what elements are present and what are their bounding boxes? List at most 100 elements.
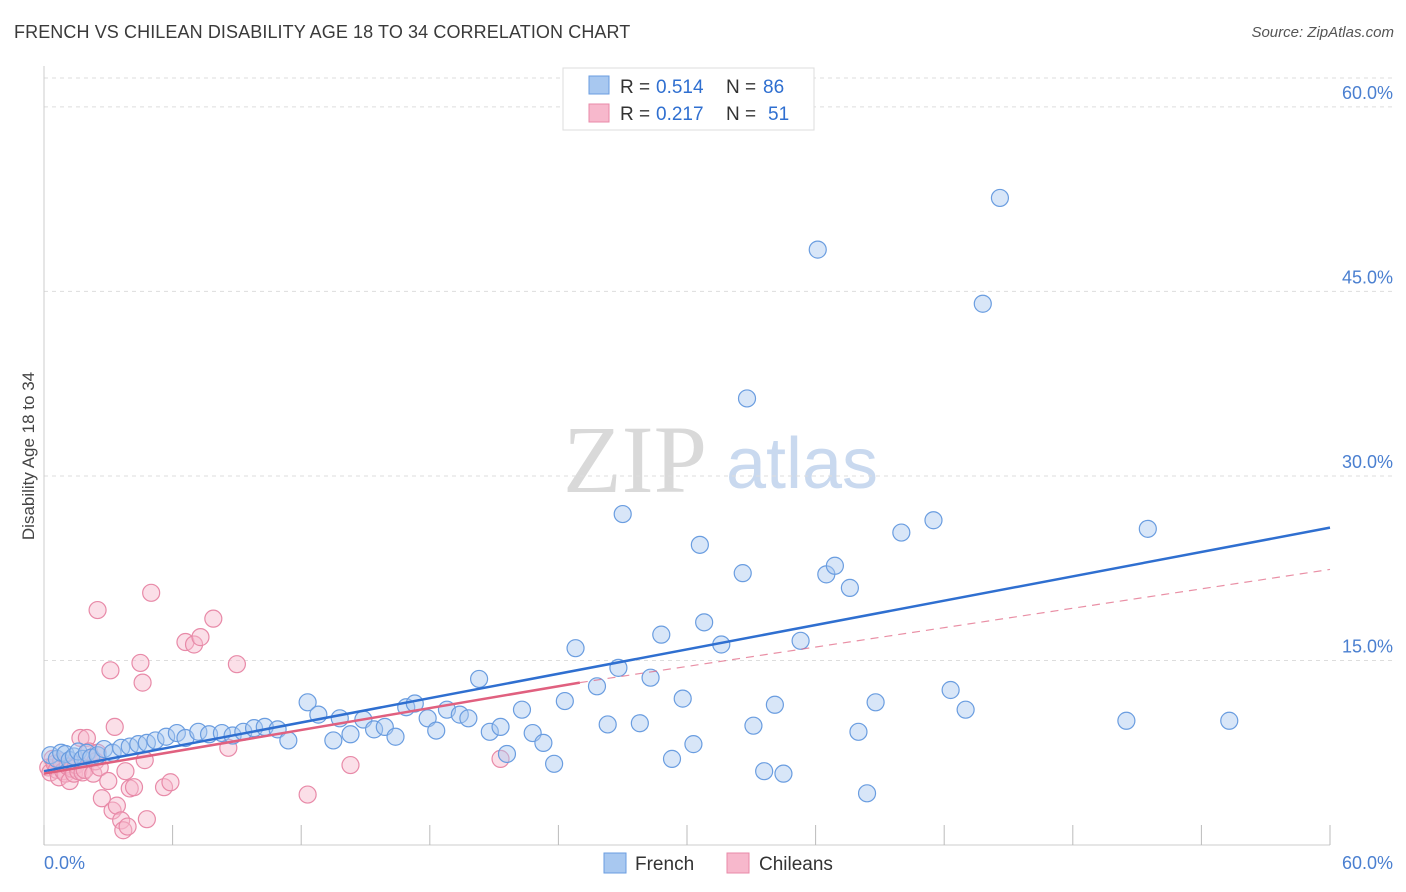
trend-line-chileans-extension — [579, 568, 1331, 684]
french-point — [341, 725, 360, 744]
french-point — [892, 523, 911, 542]
legend-swatch-chileans — [588, 103, 610, 123]
chileans-point — [118, 817, 137, 836]
french-point — [324, 731, 343, 750]
french-point — [840, 578, 859, 597]
source-credit: Source: ZipAtlas.com — [1251, 24, 1394, 41]
legend-top: R = 0.514 N = 86 R = 0.217 N = 51 — [562, 67, 815, 131]
chileans-point — [77, 728, 96, 748]
french-point — [189, 722, 208, 741]
series-french-points — [41, 188, 1239, 803]
y-tick-label: 30.0% — [1342, 452, 1393, 472]
chileans-point — [116, 762, 135, 781]
chileans-point — [298, 785, 317, 804]
legend-french-r-label: R = — [620, 77, 655, 98]
chileans-point — [204, 609, 223, 628]
trend-line-french — [43, 526, 1331, 773]
french-point — [755, 762, 774, 781]
french-point — [673, 689, 692, 708]
chileans-point — [105, 717, 124, 737]
french-point — [1220, 711, 1239, 730]
bottom-legend-swatch-chileans — [726, 852, 750, 874]
chileans-point — [137, 810, 156, 829]
french-point — [744, 716, 763, 735]
chileans-point — [142, 583, 161, 602]
french-point — [298, 693, 317, 712]
french-point — [630, 714, 649, 733]
bottom-legend-label-chileans: Chileans — [759, 854, 833, 875]
french-point — [555, 691, 574, 711]
legend-french-r-value: 0.514 — [656, 77, 704, 98]
french-point — [598, 715, 617, 734]
french-point — [491, 717, 510, 737]
y-tick-label: 15.0% — [1342, 636, 1393, 656]
chileans-point — [184, 635, 204, 654]
legend-bottom: French Chileans — [603, 852, 833, 875]
french-point — [973, 294, 992, 313]
chileans-point — [227, 655, 246, 674]
y-tick-labels: 15.0% 30.0% 45.0% 60.0% — [1342, 83, 1393, 657]
y-axis-label: Disability Age 18 to 34 — [19, 372, 38, 540]
legend-swatch-french — [588, 75, 610, 95]
watermark-zip: ZIP — [563, 406, 707, 513]
french-point — [587, 677, 607, 696]
chileans-point — [92, 789, 111, 808]
chileans-point — [131, 653, 150, 673]
french-point — [469, 669, 489, 689]
french-point — [534, 733, 553, 752]
french-point — [684, 735, 703, 754]
gridlines — [44, 77, 1393, 661]
legend-chileans-r-value: 0.217 — [656, 104, 704, 125]
french-point — [1138, 519, 1157, 538]
chileans-point — [107, 796, 126, 815]
french-point — [545, 754, 564, 773]
french-point — [279, 731, 298, 750]
french-point — [990, 188, 1010, 208]
x-ticks — [43, 825, 1331, 845]
trend-line-chileans — [43, 681, 581, 775]
french-point — [167, 723, 186, 743]
french-point — [662, 749, 682, 768]
french-point — [866, 693, 885, 712]
french-point — [480, 722, 499, 741]
french-point — [791, 631, 810, 650]
french-point — [566, 639, 585, 658]
legend-chileans-r-label: R = — [620, 104, 655, 125]
french-point — [459, 709, 478, 728]
french-point — [157, 727, 176, 746]
french-point — [695, 613, 714, 632]
chileans-point — [133, 673, 152, 692]
chileans-point — [101, 661, 120, 680]
french-point — [1117, 711, 1136, 730]
french-point — [386, 727, 405, 746]
french-point — [808, 240, 827, 259]
french-point — [613, 504, 632, 524]
french-point — [825, 556, 844, 575]
french-point — [512, 700, 532, 719]
french-point — [733, 564, 752, 583]
french-point — [737, 389, 757, 408]
french-point — [849, 722, 868, 741]
legend-french-n-label: N = — [726, 77, 761, 98]
french-point — [765, 695, 784, 714]
french-point — [774, 764, 793, 783]
french-point — [641, 668, 660, 687]
bottom-legend-label-french: French — [635, 854, 694, 875]
chileans-point — [161, 773, 180, 792]
french-point — [956, 700, 975, 719]
trend-lines — [43, 526, 1331, 775]
x-tick-label-min: 0.0% — [44, 853, 85, 873]
french-point — [690, 535, 709, 554]
french-point — [924, 511, 943, 530]
french-point — [857, 784, 877, 803]
chileans-point — [88, 600, 107, 620]
y-tick-label: 45.0% — [1342, 267, 1393, 287]
x-tick-label-max: 60.0% — [1342, 853, 1393, 873]
chart-title: FRENCH VS CHILEAN DISABILITY AGE 18 TO 3… — [14, 22, 631, 42]
legend-french-n-value: 86 — [763, 77, 784, 98]
french-point — [418, 709, 437, 728]
french-point — [497, 744, 517, 764]
chileans-point — [99, 771, 118, 791]
chileans-point — [191, 628, 210, 647]
